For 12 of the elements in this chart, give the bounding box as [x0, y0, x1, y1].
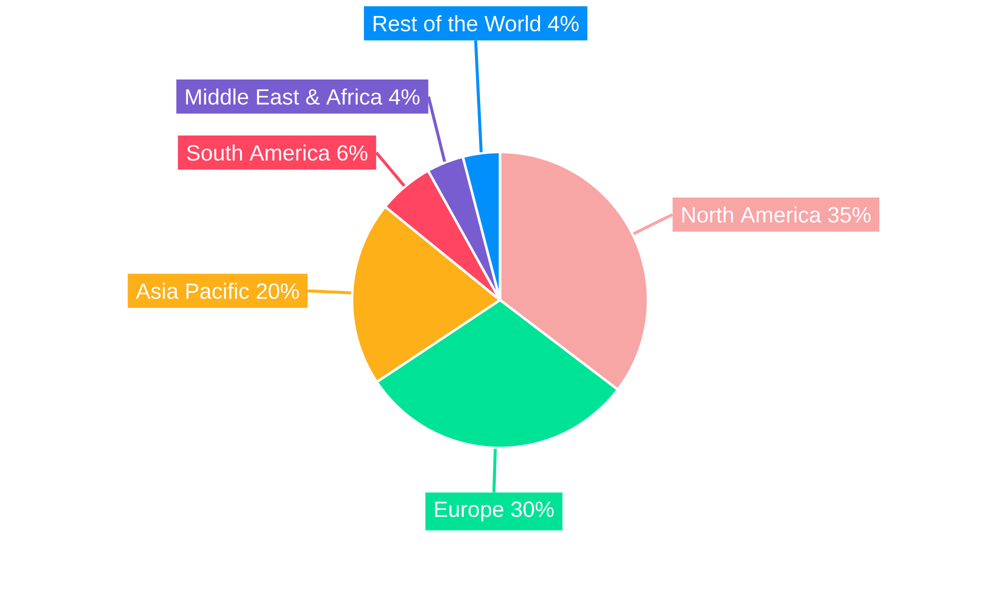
slice-label: North America [682, 206, 822, 223]
slice-label: Rest of the World [374, 15, 540, 32]
slice-label: Europe [435, 502, 504, 522]
slice-label: Middle East & Africa [186, 88, 382, 105]
data-label: 6% [337, 145, 368, 161]
data-label: 35% [828, 207, 871, 223]
slice-label: Asia Pacific [136, 282, 249, 299]
data-label: 4% [548, 16, 579, 32]
slice-label: South America [186, 144, 330, 161]
data-label: 4% [389, 89, 420, 105]
data-label: 30% [511, 501, 554, 518]
data-label: 20% [256, 283, 299, 299]
